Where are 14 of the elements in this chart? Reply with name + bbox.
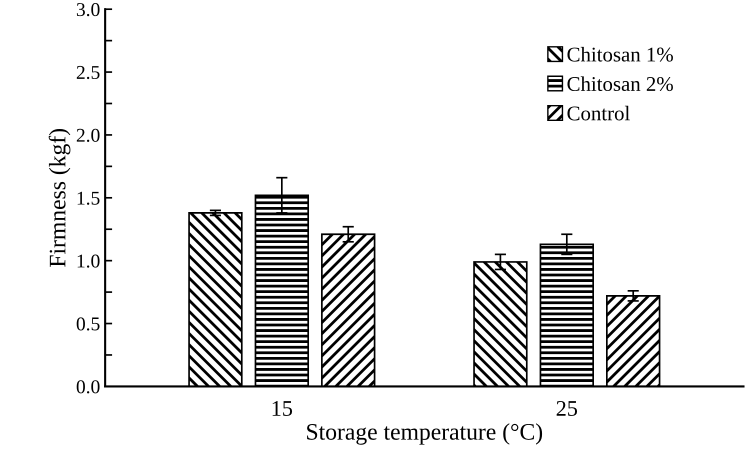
y-tick-label: 0.0 bbox=[76, 380, 100, 394]
legend-label: Chitosan 2% bbox=[567, 76, 673, 92]
y-tick-label: 3.0 bbox=[76, 3, 100, 16]
y-tick-label: 1.0 bbox=[78, 254, 100, 268]
y-tick-label: 0.5 bbox=[76, 317, 100, 331]
x-tick-label: 25 bbox=[556, 400, 578, 416]
x-tick-label: 15 bbox=[272, 401, 292, 416]
y-tick-label: 1.5 bbox=[78, 192, 100, 205]
x-axis-title: Storage temperature (°C) bbox=[307, 423, 542, 445]
legend-label: Control bbox=[567, 106, 630, 120]
y-axis-title: Firmness (kgf) bbox=[48, 128, 70, 267]
legend-label: Chitosan 1% bbox=[567, 46, 673, 62]
y-tick-label: 2.5 bbox=[76, 66, 100, 80]
y-tick-label: 2.0 bbox=[76, 128, 100, 142]
